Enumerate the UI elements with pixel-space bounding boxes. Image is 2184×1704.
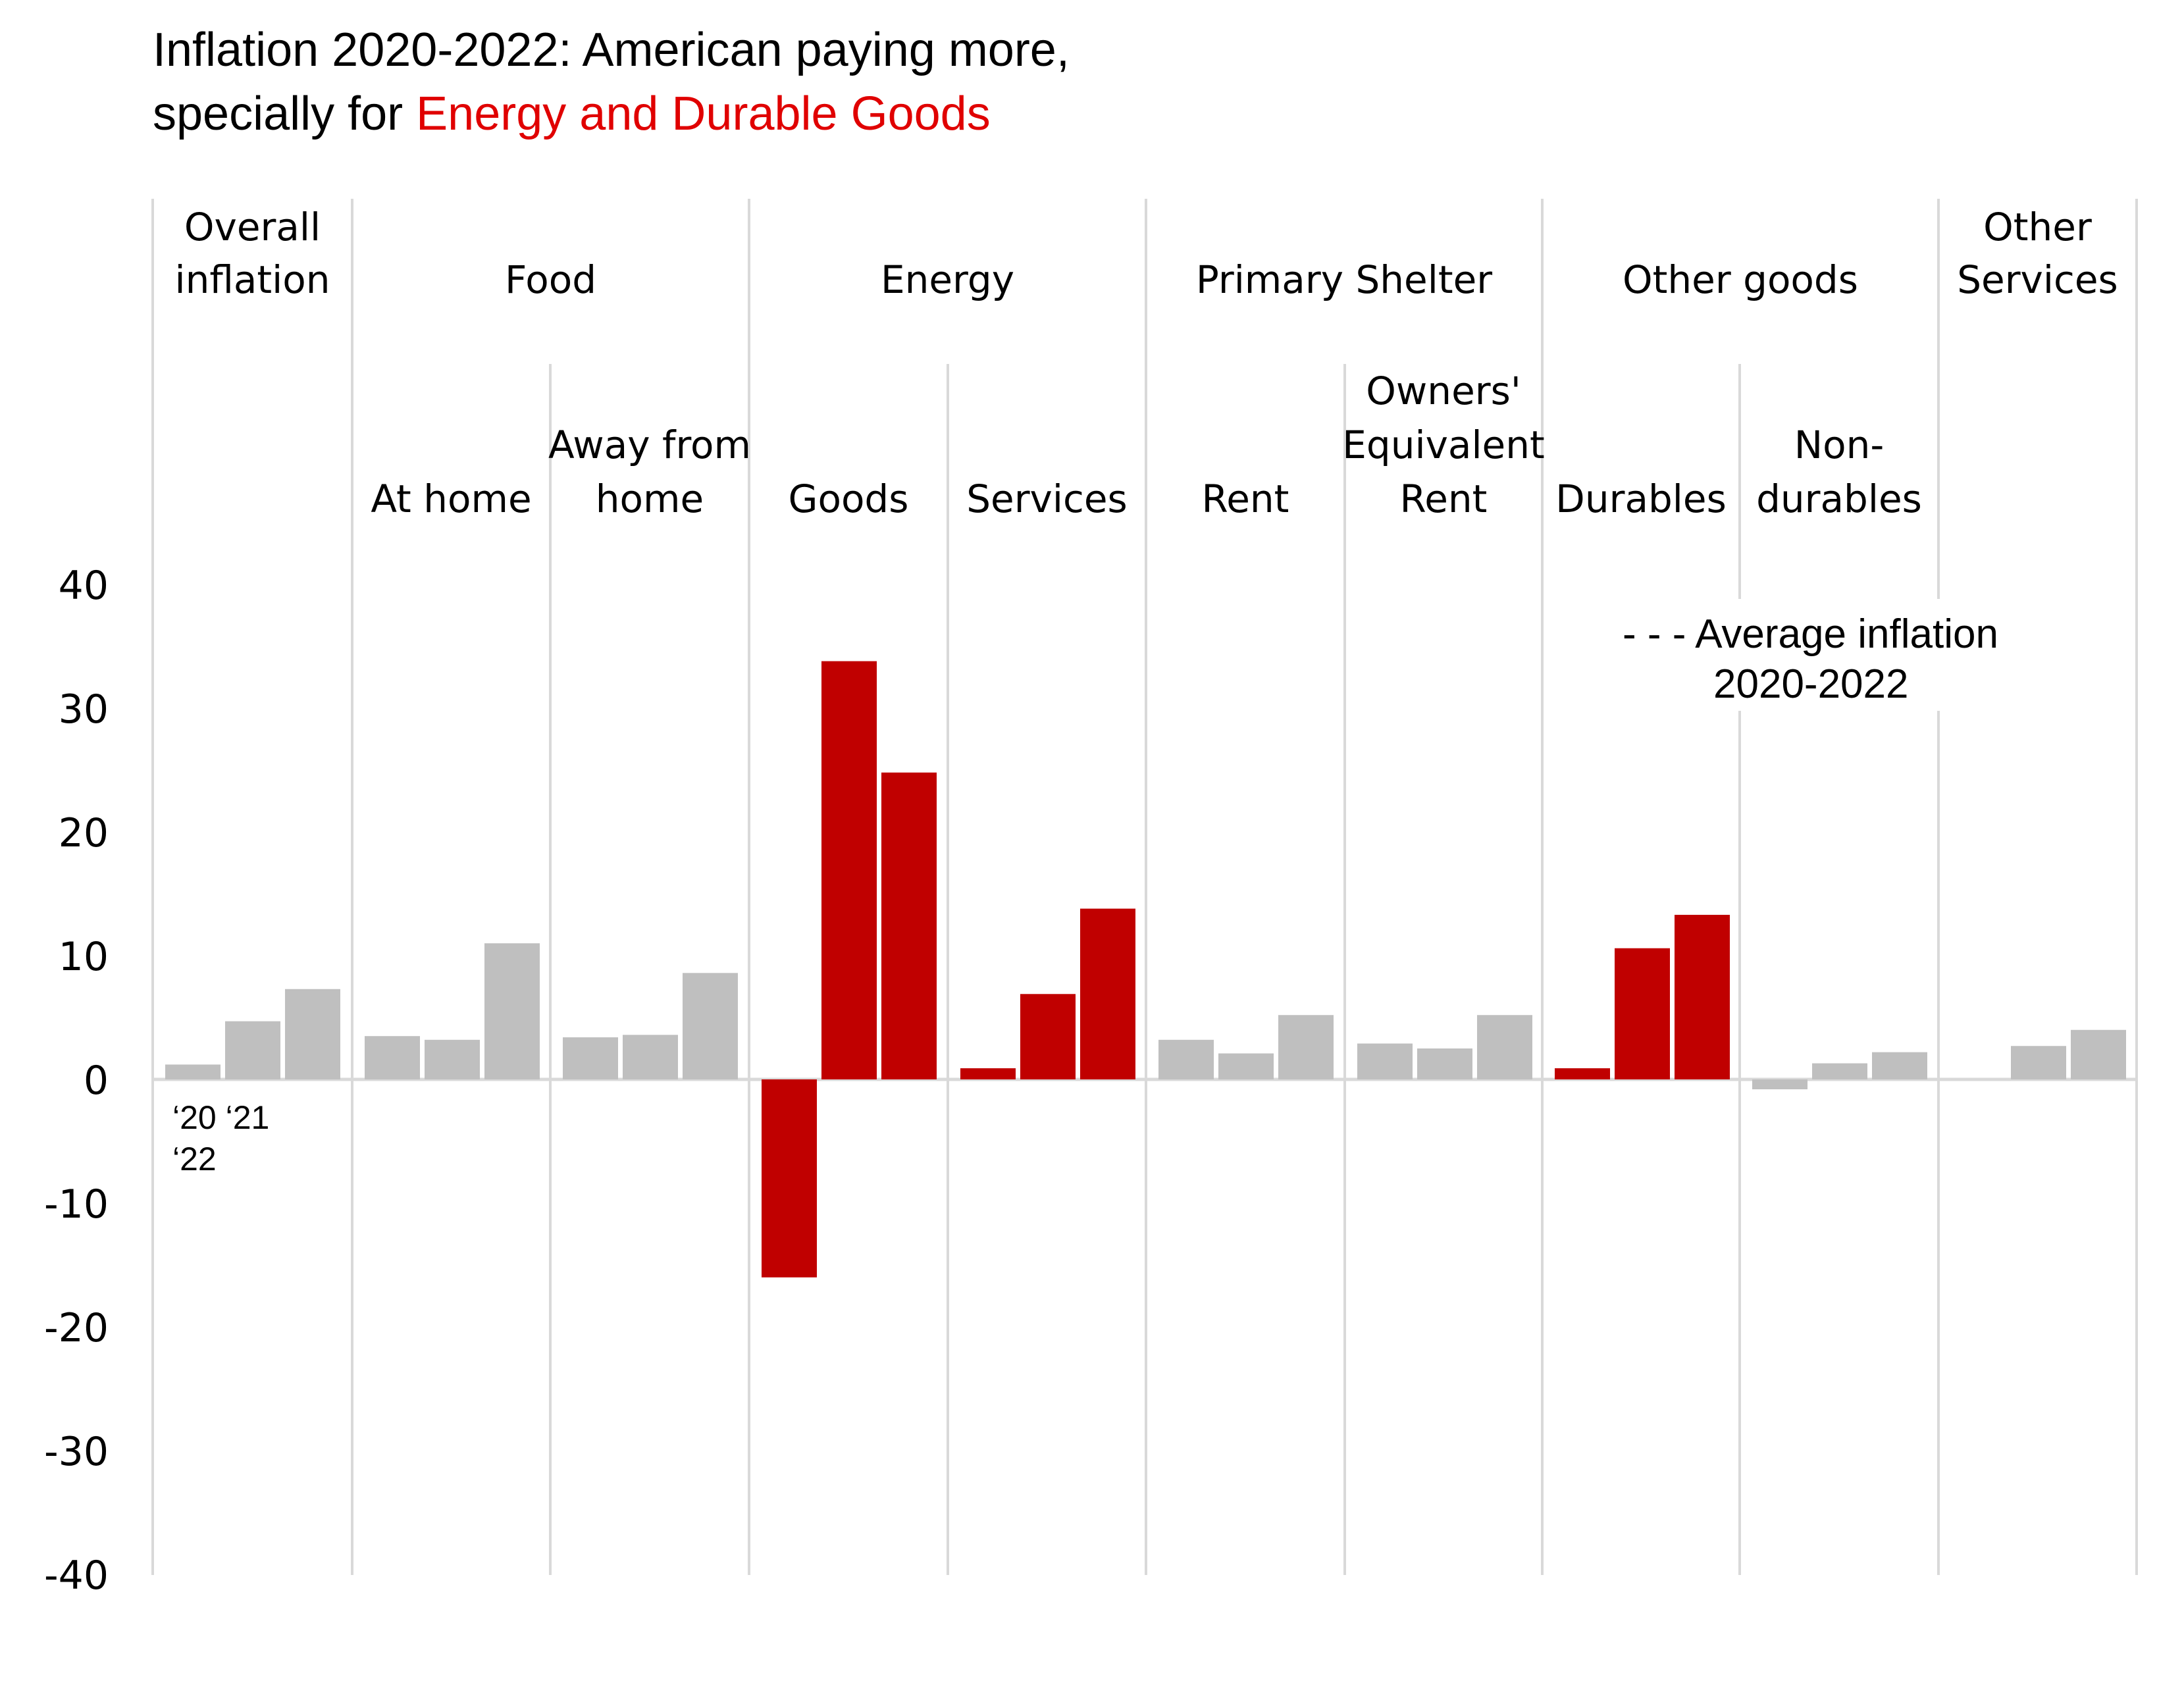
category-label: Services: [966, 477, 1128, 521]
bar: [285, 989, 340, 1079]
bar: [683, 973, 738, 1079]
group-label: inflation: [174, 257, 330, 302]
bar: [1357, 1043, 1413, 1079]
bar: [1555, 1068, 1610, 1079]
bar: [1477, 1015, 1532, 1079]
y-tick-label: 10: [59, 934, 109, 980]
group-label: Other goods: [1623, 257, 1858, 302]
bar: [623, 1035, 678, 1079]
bar: [1752, 1079, 1807, 1090]
y-tick-label: 40: [59, 563, 109, 609]
category-label: Rent: [1400, 477, 1488, 521]
group-label: Other: [1983, 205, 2092, 249]
bar: [2011, 1046, 2066, 1079]
bar: [1417, 1048, 1472, 1079]
bar: [762, 1079, 817, 1278]
category-label: Equivalent: [1342, 423, 1545, 467]
title-highlight: Energy and Durable Goods: [416, 88, 991, 140]
bar: [1218, 1053, 1274, 1079]
y-tick-label: 0: [84, 1058, 109, 1104]
legend-label: 2020-2022: [1713, 661, 1909, 707]
legend-label: - - - Average inflation: [1623, 611, 1998, 657]
bar: [1812, 1063, 1867, 1079]
bar: [425, 1039, 480, 1079]
category-label: At home: [371, 477, 531, 521]
bar: [2071, 1029, 2126, 1079]
group-label: Energy: [881, 257, 1014, 302]
category-label: durables: [1756, 477, 1922, 521]
group-label: Services: [1957, 257, 2118, 302]
group-label: Primary Shelter: [1196, 257, 1492, 302]
bar: [1615, 948, 1670, 1079]
category-label: Owners': [1366, 369, 1521, 413]
year-label: ‘20 ‘21: [172, 1099, 269, 1136]
bar: [881, 772, 937, 1079]
category-label: Away from: [548, 423, 751, 467]
group-label: Overall: [184, 205, 321, 249]
title-line-2: specially for Energy and Durable Goods: [153, 82, 1070, 146]
bar: [484, 943, 540, 1079]
bar: [1158, 1039, 1214, 1079]
y-tick-label: -20: [44, 1305, 109, 1351]
bar: [365, 1036, 420, 1079]
title-line-1: Inflation 2020-2022: American paying mor…: [153, 24, 1070, 76]
legend-background: [1606, 599, 2067, 711]
title-line-2-prefix: specially for: [153, 88, 417, 140]
bar: [960, 1068, 1016, 1079]
bar: [1080, 908, 1135, 1079]
year-label: ‘22: [172, 1141, 217, 1177]
bar: [1675, 914, 1730, 1079]
bar: [225, 1021, 280, 1079]
y-tick-label: -10: [44, 1181, 109, 1227]
category-label: Rent: [1202, 477, 1289, 521]
group-label: Food: [505, 257, 596, 302]
bar: [1278, 1015, 1334, 1079]
bar: [563, 1037, 618, 1079]
category-label: Durables: [1555, 477, 1727, 521]
y-tick-label: 20: [59, 810, 109, 856]
category-label: Goods: [789, 477, 909, 521]
bar: [1872, 1052, 1927, 1079]
bar: [1020, 994, 1076, 1079]
y-tick-label: -30: [44, 1429, 109, 1475]
bar: [165, 1064, 221, 1079]
y-tick-label: 30: [59, 686, 109, 733]
y-tick-label: -40: [44, 1553, 109, 1599]
category-label: Non-: [1794, 423, 1885, 467]
page-title: Inflation 2020-2022: American paying mor…: [153, 18, 1070, 146]
bar: [821, 661, 877, 1079]
category-label: home: [596, 477, 704, 521]
